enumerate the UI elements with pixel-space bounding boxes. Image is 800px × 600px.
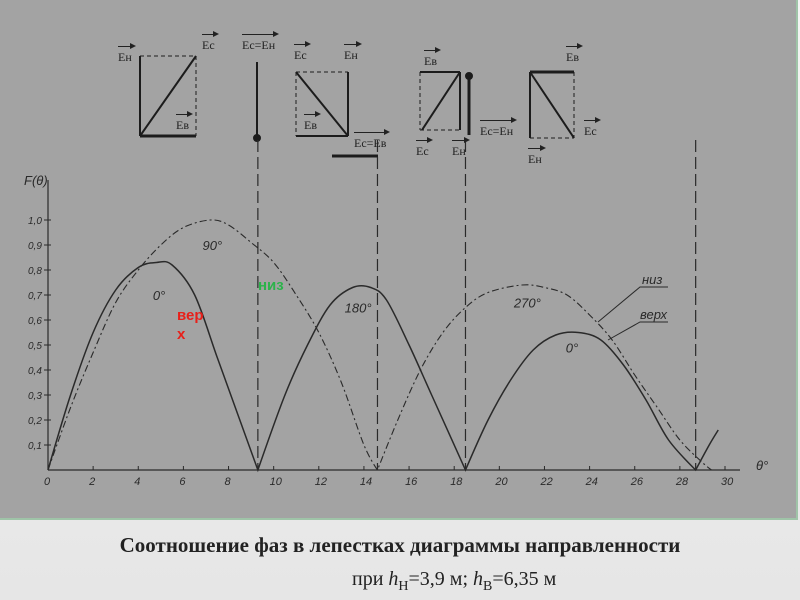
x-tick-label: 10 [270,476,283,488]
x-tick-label: 26 [630,476,644,488]
y-tick-label: 0,9 [28,241,42,252]
x-tick-label: 0 [44,476,51,488]
lobe-label: 90° [202,238,222,253]
x-tick-label: 2 [88,476,95,488]
y-tick-label: 1,0 [28,216,42,227]
vector-diagram-1 [139,55,197,138]
vector-diagrams [139,55,575,158]
legend: низ верх [597,272,668,341]
y-tick-label: 0,1 [28,441,42,452]
vector-label: Eв [566,43,583,64]
legend-verkh: верх [640,307,668,322]
vector-label: Ec [416,137,433,158]
axes [47,180,740,471]
lobe-label: 270° [513,296,541,311]
x-tick-label: 16 [405,476,418,488]
vector-label: Eв [304,111,321,132]
chart: 0 2 4 6 8 10 12 14 16 18 20 22 24 26 28 300,10,20,30,40… [24,55,768,488]
x-tick-label: 8 [225,476,232,488]
x-tick-label: 14 [360,476,372,488]
y-tick-label: 0,7 [28,291,42,302]
x-tick-label: 18 [450,476,463,488]
vector-label: Ec=Eн [480,117,518,138]
vector-label: Eв [424,47,441,68]
y-axis-label: F(θ) [24,173,48,188]
vector-label: Eн [452,137,470,158]
lobe-label: 0° [153,288,165,303]
y-tick-label: 0,6 [28,316,42,327]
vector-label: Ec=Eв [354,129,391,150]
y-tick-label: 0,5 [28,341,42,352]
vector-diagram-3 [295,71,378,158]
annotation-niz: низ [258,277,284,294]
x-axis-label: θ° [756,458,768,473]
legend-leader-verkh [607,321,668,341]
lobe-label: 180° [345,301,372,316]
vector-label: Ec [584,117,601,138]
vector-label: Ec=Eн [242,31,280,52]
series-line-verkh [47,260,719,473]
x-tick-label: 20 [494,476,508,488]
lobe-label: 0° [566,341,578,356]
vector-diagram-5 [529,70,575,139]
vector-label: Eн [528,145,546,166]
vector-label: Eн [344,41,362,62]
series-line-niz [47,219,712,472]
vector-label: Eв [176,111,193,132]
caption-title: Соотношение фаз в лепестках диаграммы на… [119,533,681,557]
legend-leader-niz [597,286,668,323]
y-tick-label: 0,8 [28,266,42,277]
legend-niz: низ [642,272,662,287]
vector-diagram-2 [253,62,261,142]
caption-subtitle: при hН=3,9 м; hВ=6,35 м [352,568,557,594]
vector-label: Eн [118,43,136,64]
x-tick-label: 30 [721,476,734,488]
x-tick-label: 24 [585,476,598,488]
annotation-verkh: вер х [177,307,204,343]
x-tick-label: 6 [179,476,186,488]
y-tick-label: 0,2 [28,416,42,427]
vector-diagram-4 [419,71,473,135]
y-tick-label: 0,3 [28,391,42,402]
x-tick-label: 12 [315,476,327,488]
x-tick-label: 22 [539,476,552,488]
vector-label: Ec [294,41,311,62]
x-tick-label: 4 [134,476,140,488]
vector-label: Ec [202,31,219,52]
y-tick-label: 0,4 [28,366,42,377]
x-tick-label: 28 [675,476,689,488]
